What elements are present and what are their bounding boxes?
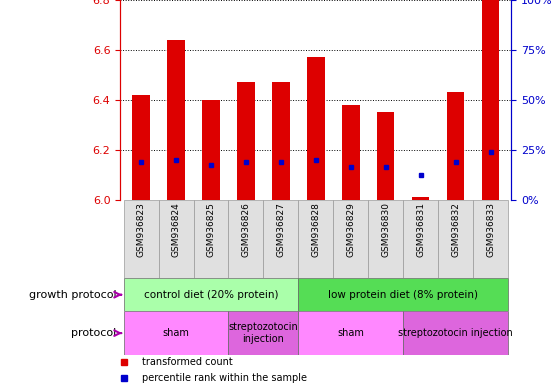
Bar [299, 311, 403, 355]
Text: GSM936829: GSM936829 [346, 202, 356, 257]
Bar [237, 83, 255, 200]
Text: growth protocol: growth protocol [29, 290, 116, 300]
Bar [403, 311, 508, 355]
Text: control diet (20% protein): control diet (20% protein) [144, 290, 278, 300]
Text: low protein diet (8% protein): low protein diet (8% protein) [328, 290, 478, 300]
Text: GSM936833: GSM936833 [486, 202, 495, 257]
Text: sham: sham [337, 328, 364, 338]
Text: protocol: protocol [71, 328, 116, 338]
Bar [333, 200, 368, 278]
Text: GSM936825: GSM936825 [206, 202, 216, 257]
Bar [473, 200, 508, 278]
Bar [229, 200, 263, 278]
Text: GSM936828: GSM936828 [311, 202, 320, 257]
Text: GSM936823: GSM936823 [136, 202, 146, 257]
Bar [368, 200, 403, 278]
Text: streptozotocin injection: streptozotocin injection [398, 328, 513, 338]
Text: GSM936826: GSM936826 [241, 202, 250, 257]
Bar [403, 200, 438, 278]
Text: percentile rank within the sample: percentile rank within the sample [142, 373, 307, 383]
Bar [299, 278, 508, 311]
Bar [159, 200, 193, 278]
Bar [167, 40, 185, 200]
Bar [342, 105, 359, 200]
Text: GSM936831: GSM936831 [416, 202, 425, 257]
Bar [124, 200, 159, 278]
Bar [263, 200, 299, 278]
Bar [193, 200, 229, 278]
Text: GSM936827: GSM936827 [276, 202, 286, 257]
Text: transformed count: transformed count [142, 358, 233, 367]
Bar [447, 93, 465, 200]
Text: streptozotocin
injection: streptozotocin injection [229, 322, 299, 344]
Bar [124, 278, 299, 311]
Text: GSM936830: GSM936830 [381, 202, 390, 257]
Text: sham: sham [163, 328, 190, 338]
Bar [272, 83, 290, 200]
Bar [299, 200, 333, 278]
Bar [202, 100, 220, 200]
Bar [124, 311, 229, 355]
Bar [438, 200, 473, 278]
Text: GSM936824: GSM936824 [172, 202, 181, 257]
Bar [307, 57, 325, 200]
Bar [229, 311, 299, 355]
Bar [412, 197, 429, 200]
Text: GSM936832: GSM936832 [451, 202, 460, 257]
Bar [377, 113, 395, 200]
Bar [482, 0, 499, 200]
Bar [132, 95, 150, 200]
